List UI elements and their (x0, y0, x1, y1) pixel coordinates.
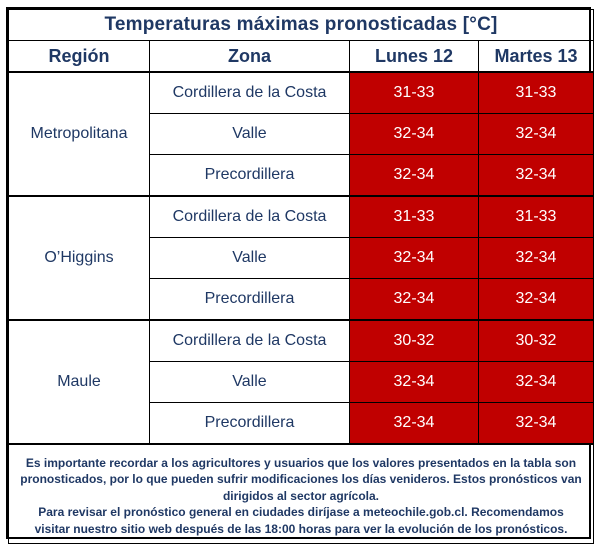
table-row: Precordillera 32-34 32-34 (9, 402, 594, 445)
temp-cell-day2: 30-32 (478, 319, 594, 362)
region-cell-maule: Maule (8, 319, 150, 445)
region-cell-metropolitana: Metropolitana (8, 71, 150, 197)
header-zone: Zona (149, 40, 350, 73)
forecast-table: Temperaturas máximas pronosticadas [°C] … (8, 9, 594, 544)
temp-cell-day1: 31-33 (349, 71, 479, 114)
region-cell-ohiggins: O’Higgins (8, 195, 150, 321)
table-row: Metropolitana Cordillera de la Costa 31-… (8, 71, 594, 197)
temp-cell-day2: 32-34 (478, 402, 594, 445)
temp-cell-day2: 32-34 (478, 154, 594, 197)
temp-cell-day1: 32-34 (349, 237, 479, 279)
temp-cell-day2: 32-34 (478, 237, 594, 279)
temp-cell-day2: 32-34 (478, 278, 594, 321)
zone-cell: Cordillera de la Costa (149, 319, 350, 362)
temp-cell-day2: 31-33 (478, 195, 594, 238)
notes-row: Es importante recordar a los agricultore… (8, 443, 594, 544)
zone-cell: Cordillera de la Costa (149, 195, 350, 238)
header-region: Región (8, 40, 150, 73)
table-row: Precordillera 32-34 32-34 (9, 278, 594, 321)
table-row: Valle 32-34 32-34 (9, 237, 594, 279)
temp-cell-day1: 32-34 (349, 402, 479, 445)
note-paragraph-2: Para revisar el pronóstico general en ci… (34, 505, 568, 536)
zone-cell: Cordillera de la Costa (149, 71, 350, 114)
temp-cell-day1: 30-32 (349, 319, 479, 362)
temp-cell-day1: 32-34 (349, 361, 479, 403)
temp-cell-day1: 32-34 (349, 113, 479, 155)
table-row: Precordillera 32-34 32-34 (9, 154, 594, 197)
header-day1: Lunes 12 (349, 40, 479, 73)
header-day2: Martes 13 (478, 40, 594, 73)
note-paragraph-1: Es importante recordar a los agricultore… (20, 455, 582, 503)
zone-cell: Valle (149, 361, 350, 403)
temp-cell-day2: 32-34 (478, 113, 594, 155)
table-title: Temperaturas máximas pronosticadas [°C] (8, 9, 594, 41)
notes-cell: Es importante recordar a los agricultore… (8, 443, 594, 544)
temp-cell-day1: 31-33 (349, 195, 479, 238)
zone-cell: Precordillera (149, 278, 350, 321)
table-row: Valle 32-34 32-34 (9, 361, 594, 403)
temp-cell-day2: 32-34 (478, 361, 594, 403)
temp-cell-day1: 32-34 (349, 154, 479, 197)
forecast-table-frame: Temperaturas máximas pronosticadas [°C] … (6, 7, 594, 544)
header-row: Región Zona Lunes 12 Martes 13 (8, 40, 594, 73)
table-row: Maule Cordillera de la Costa 30-32 30-32 (8, 319, 594, 445)
temp-cell-day1: 32-34 (349, 278, 479, 321)
zone-cell: Valle (149, 237, 350, 279)
zone-cell: Precordillera (149, 402, 350, 445)
zone-cell: Precordillera (149, 154, 350, 197)
zone-cell: Valle (149, 113, 350, 155)
table-row: O’Higgins Cordillera de la Costa 31-33 3… (8, 195, 594, 321)
table-row: Valle 32-34 32-34 (9, 113, 594, 155)
temp-cell-day2: 31-33 (478, 71, 594, 114)
